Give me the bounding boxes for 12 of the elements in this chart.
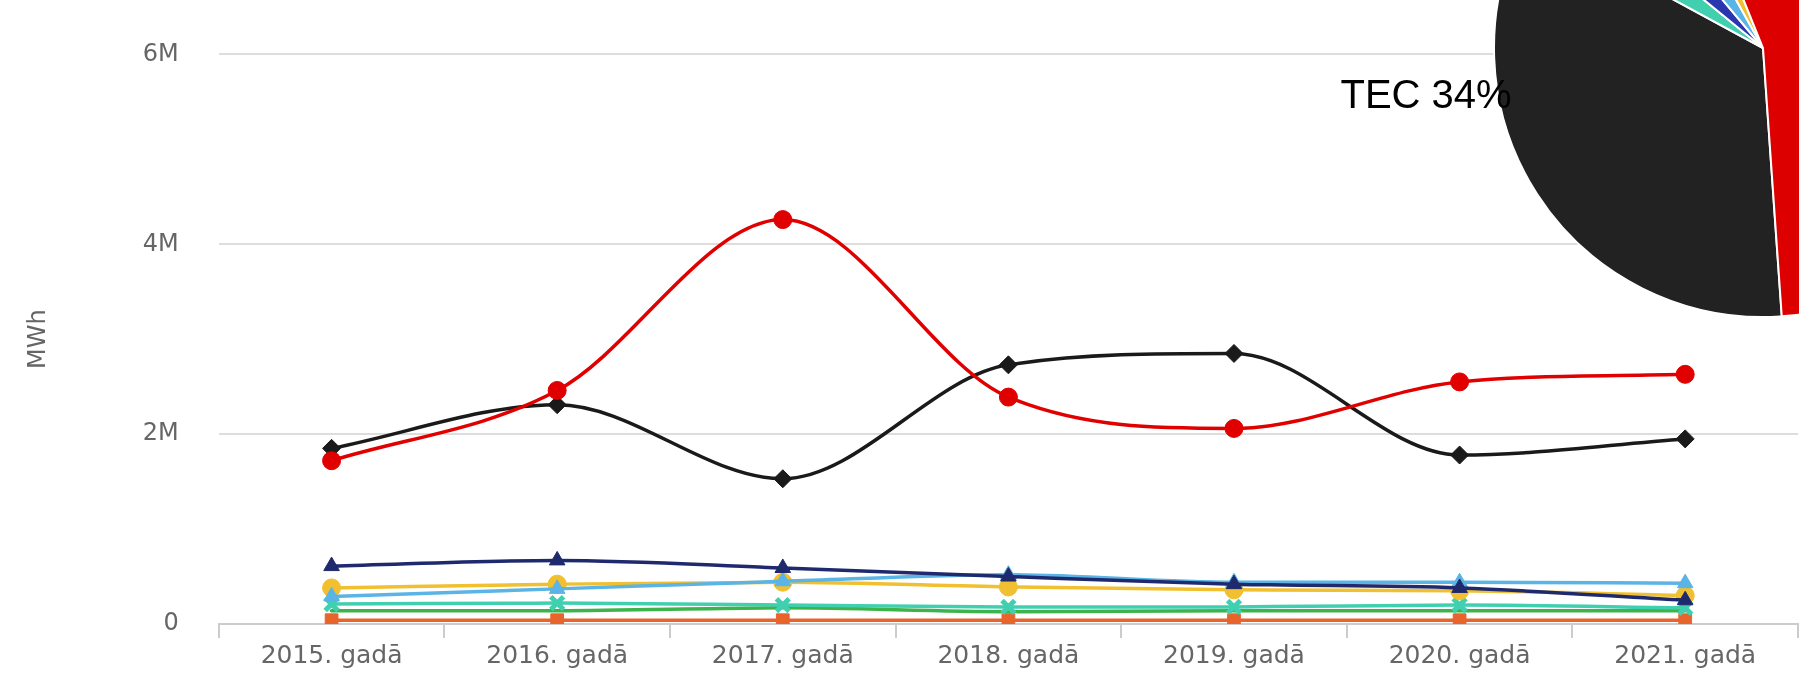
x-tick-label: 2015. gadā <box>260 639 403 669</box>
y-axis-title: MWh <box>22 309 51 370</box>
x-tick-label: 2019. gadā <box>1163 639 1305 669</box>
x-tick-label: 2021. gadā <box>1614 639 1757 669</box>
x-tick-label: 2017. gadā <box>711 639 854 669</box>
y-tick-label: 0 <box>163 608 179 637</box>
y-tick-label: 6M <box>142 38 179 67</box>
x-tick-label: 2018. gadā <box>937 639 1080 669</box>
y-tick-label: 4M <box>142 228 179 257</box>
y-tick-label: 2M <box>142 418 179 447</box>
x-tick-label: 2016. gadā <box>486 639 629 669</box>
x-tick-label: 2020. gadā <box>1388 639 1531 669</box>
